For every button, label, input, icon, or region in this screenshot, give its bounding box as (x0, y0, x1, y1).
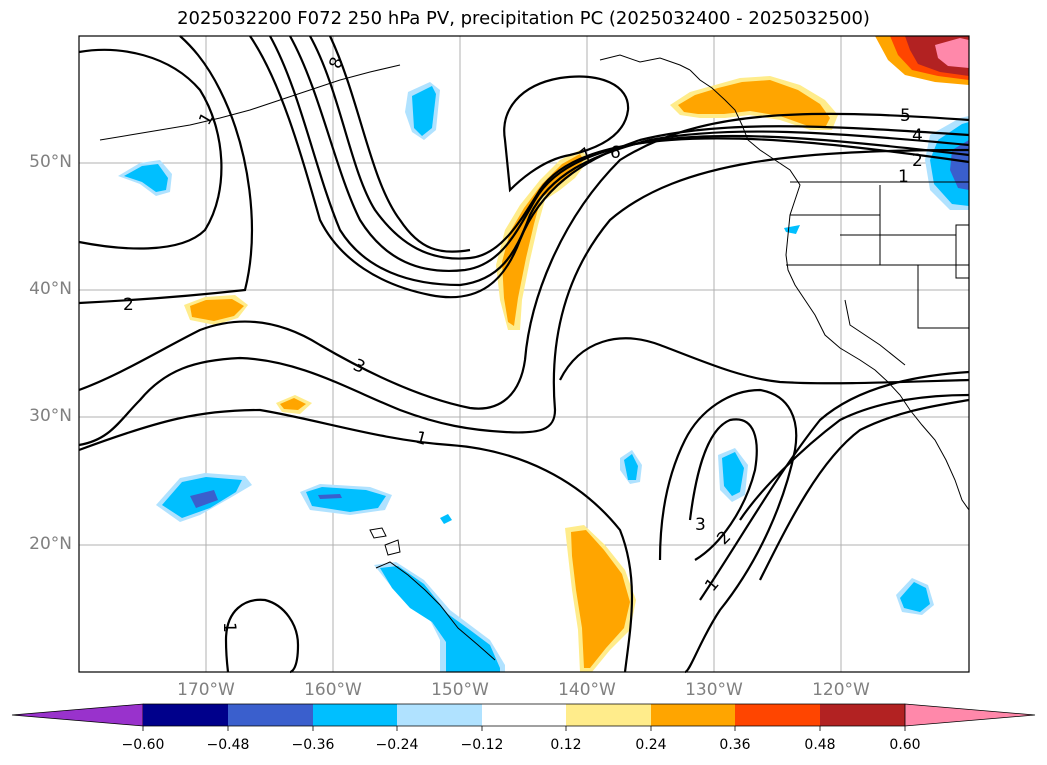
lon-label: 130°W (685, 680, 743, 700)
contour-label: 5 (900, 106, 911, 126)
contour-label: 1 (413, 428, 429, 450)
lon-label: 140°W (558, 680, 616, 700)
lon-label: 170°W (177, 680, 235, 700)
contour-label: 3 (695, 515, 706, 535)
colorbar-segment (228, 704, 313, 726)
contour-label: 1 (219, 622, 239, 633)
colorbar-ticks (142, 726, 906, 731)
colorbar-segment (143, 704, 228, 726)
colorbar-tick-label: 0.48 (804, 737, 836, 753)
contour-label: 4 (912, 126, 923, 146)
colorbar-tick-label: −0.36 (291, 737, 335, 753)
lat-label: 50°N (29, 152, 72, 172)
contour-label: 2 (912, 151, 923, 171)
lon-label: 150°W (431, 680, 489, 700)
figure-title: 2025032200 F072 250 hPa PV, precipitatio… (177, 8, 870, 29)
pv-contours (78, 35, 970, 674)
lat-label: 30°N (29, 406, 72, 426)
contour-label: 6 (610, 143, 621, 163)
colorbar-tick-label: −0.60 (121, 737, 165, 753)
colorbar-segment (820, 704, 905, 726)
colorbar-segment (11, 703, 144, 727)
colorbar-segment (651, 704, 735, 726)
colorbar-segment (904, 703, 1036, 727)
colorbar-tick-label: 0.60 (889, 737, 921, 753)
coastlines (99, 54, 970, 661)
colorbar-segment (397, 704, 482, 726)
colorbar-segment (313, 704, 397, 726)
lon-label: 120°W (812, 680, 870, 700)
colorbar-tick-label: −0.24 (375, 737, 419, 753)
colorbar-tick-label: 0.24 (635, 737, 667, 753)
colorbar (11, 703, 1036, 731)
colorbar-segment (735, 704, 820, 726)
lat-label: 20°N (29, 534, 72, 554)
lat-label: 40°N (29, 279, 72, 299)
colorbar-tick-label: 0.36 (719, 737, 751, 753)
colorbar-tick-label: −0.48 (206, 737, 250, 753)
precip-negative-shading (118, 82, 969, 672)
map-plot-area: 8 1 7 6 5 4 2 1 2 3 1 3 2 1 1 (78, 35, 970, 674)
map-frame (78, 35, 970, 673)
colorbar-tick-label: −0.12 (460, 737, 504, 753)
lon-label: 160°W (304, 680, 362, 700)
contour-label: 1 (898, 167, 909, 187)
colorbar-segment (482, 704, 566, 726)
colorbar-tick-label: 0.12 (550, 737, 582, 753)
colorbar-segment (566, 704, 651, 726)
contour-label: 2 (123, 295, 134, 315)
